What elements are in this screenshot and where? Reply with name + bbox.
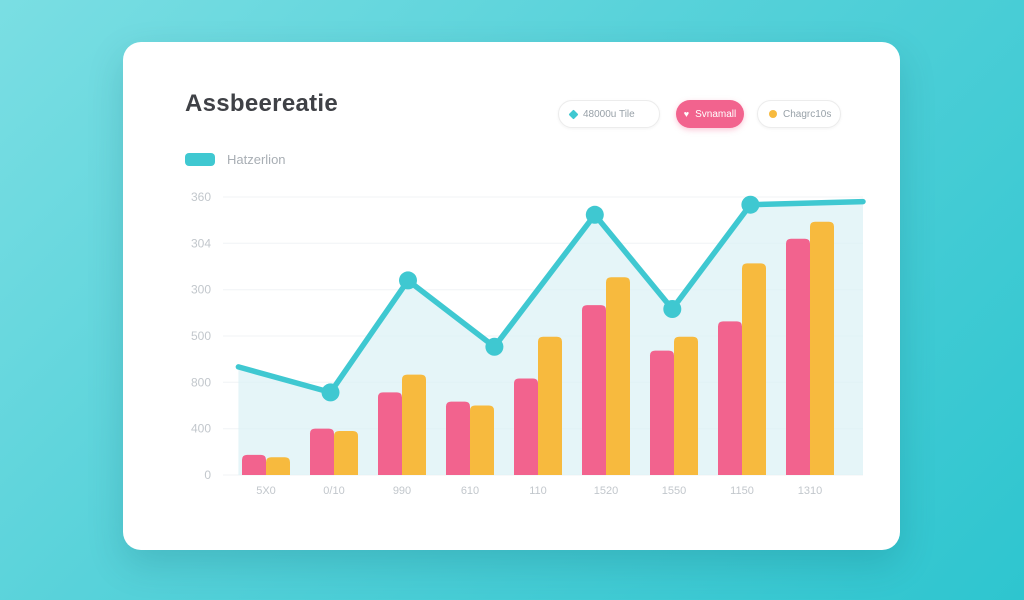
y-axis-tick-label: 304 [191, 236, 211, 250]
y-axis-tick-label: 300 [191, 283, 211, 297]
bar-Svnamall[interactable] [786, 238, 810, 475]
line-marker[interactable] [585, 205, 604, 224]
bar-Chagrc10s[interactable] [810, 221, 834, 475]
x-axis-tick-label: 1550 [662, 485, 686, 497]
y-axis-tick-label: 0 [204, 468, 211, 482]
y-axis-tick-label: 800 [191, 375, 211, 389]
bar-Chagrc10s[interactable] [402, 374, 426, 475]
x-axis-tick-label: 990 [393, 485, 411, 497]
legend-swatch [185, 153, 215, 166]
line-marker[interactable] [485, 337, 504, 356]
line-series [235, 198, 866, 396]
bar-Svnamall[interactable] [718, 321, 742, 475]
x-axis-tick-label: 610 [461, 485, 479, 497]
legend-button-label: 48000u Tile [583, 108, 635, 120]
y-axis-tick-label: 360 [191, 190, 211, 204]
legend-button-label: Chagrc10s [783, 108, 832, 120]
heart-icon: ♥ [683, 108, 690, 119]
bar-Svnamall[interactable] [514, 378, 538, 475]
bar-Svnamall[interactable] [378, 392, 402, 475]
page-title: Assbeereatie [185, 90, 339, 117]
bar-Svnamall[interactable] [446, 401, 470, 475]
series-legend-label: Hatzerlion [227, 152, 286, 167]
bar-Chagrc10s[interactable] [606, 277, 630, 475]
bar-Svnamall[interactable] [650, 350, 674, 475]
series-legend: Hatzerlion [185, 152, 286, 167]
legend-button-line-series[interactable]: 48000u Tile [558, 100, 660, 128]
combo-chart-canvas: 360 304 300 500 800 400 0 5X0 0/10 990 610 110 1520 1… [191, 190, 866, 497]
bar-Chagrc10s[interactable] [266, 457, 290, 475]
x-axis-tick-label: 1310 [798, 485, 822, 497]
y-axis-tick-label: 400 [191, 422, 211, 436]
dot-icon [769, 110, 777, 118]
bar-Svnamall[interactable] [242, 454, 266, 475]
legend-button-yellow-series[interactable]: Chagrc10s [757, 100, 841, 128]
bar-Chagrc10s[interactable] [334, 430, 358, 475]
x-axis-tick-label: 0/10 [323, 485, 344, 497]
bar-Chagrc10s[interactable] [538, 336, 562, 475]
legend-button-pink-series[interactable]: ♥ Svnamall [676, 100, 744, 128]
bar-Svnamall[interactable] [310, 428, 334, 475]
bar-Svnamall[interactable] [582, 305, 606, 475]
bar-Chagrc10s[interactable] [742, 263, 766, 475]
chart-card: Assbeereatie 48000u Tile ♥ Svnamall Chag… [123, 42, 900, 550]
line-marker[interactable] [741, 195, 760, 214]
x-axis-tick-label: 110 [529, 485, 547, 497]
y-axis-tick-label: 500 [191, 329, 211, 343]
bar-Chagrc10s[interactable] [470, 405, 494, 476]
line-marker[interactable] [399, 271, 417, 290]
legend-button-label: Svnamall [695, 108, 737, 120]
x-axis-tick-label: 5X0 [256, 485, 276, 497]
bar-Chagrc10s[interactable] [674, 336, 698, 475]
line-marker[interactable] [321, 383, 340, 402]
x-axis-tick-label: 1520 [594, 485, 618, 497]
x-axis-tick-label: 1150 [730, 485, 754, 497]
line-marker[interactable] [663, 300, 682, 318]
